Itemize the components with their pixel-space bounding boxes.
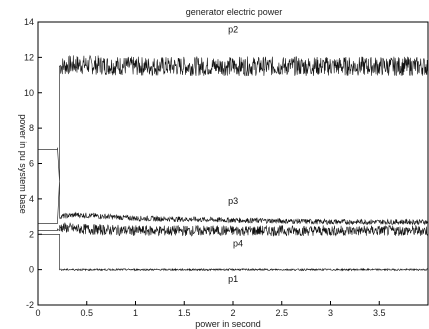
- series-line-p4: [38, 222, 429, 237]
- series-label-p2: p2: [228, 25, 238, 35]
- series-line-p3: [38, 181, 429, 226]
- x-tick-label: 3.5: [373, 308, 386, 318]
- y-tick-label: 14: [24, 17, 34, 27]
- series-line-p2: [38, 54, 429, 182]
- x-tick-label: 1: [133, 308, 138, 318]
- y-tick-label: 8: [29, 123, 34, 133]
- y-tick-label: 12: [24, 52, 34, 62]
- series-line-p1: [38, 234, 429, 272]
- y-tick-label: 4: [29, 194, 34, 204]
- x-tick-label: 1.5: [178, 308, 191, 318]
- y-axis-label: power in pu system base: [18, 114, 28, 214]
- y-tick-label: 2: [29, 229, 34, 239]
- x-tick-label: 0: [35, 308, 40, 318]
- series-label-p4: p4: [233, 239, 243, 249]
- y-tick-label: 0: [29, 265, 34, 275]
- x-tick-label: 2.5: [275, 308, 288, 318]
- x-tick-label: 0.5: [80, 308, 93, 318]
- y-tick-label: -2: [26, 300, 34, 310]
- series-label-p1: p1: [228, 274, 238, 284]
- chart-title: generator electric power: [186, 7, 283, 17]
- series-layer: p2 p3 p4 p1: [38, 25, 429, 284]
- x-tick-label: 3: [328, 308, 333, 318]
- y-tick-label: 6: [29, 159, 34, 169]
- x-tick-label: 2: [230, 308, 235, 318]
- x-axis-label: power in second: [195, 319, 261, 329]
- series-label-p3: p3: [228, 196, 238, 206]
- y-tick-label: 10: [24, 88, 34, 98]
